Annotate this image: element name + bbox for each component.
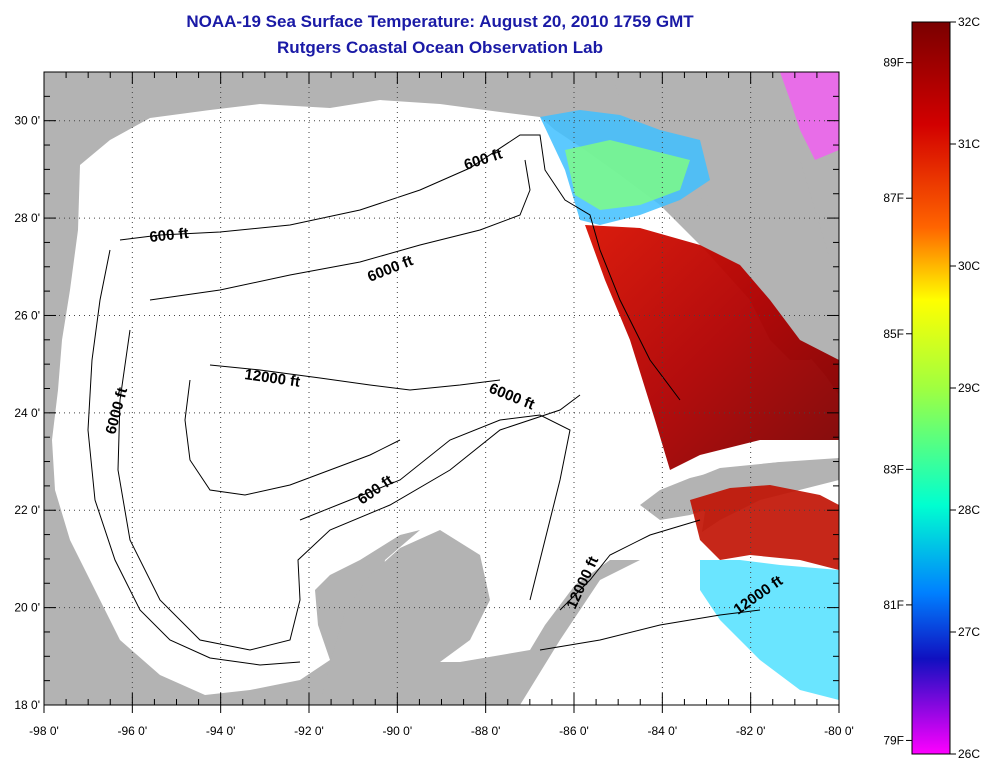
longitude-label: -92 0' — [294, 724, 324, 738]
fahrenheit-label: 83F — [883, 462, 904, 476]
longitude-label: -96 0' — [118, 724, 148, 738]
graticule — [44, 72, 839, 705]
celsius-label: 31C — [958, 137, 980, 151]
latitude-label: 22 0' — [14, 503, 40, 517]
celsius-label: 29C — [958, 381, 980, 395]
celsius-label: 27C — [958, 625, 980, 639]
sst-caribbean-cool — [700, 560, 839, 700]
celsius-label: 32C — [958, 15, 980, 29]
longitude-labels: -98 0' -96 0' -94 0' -92 0' -90 0' -88 0' -86 … — [29, 724, 854, 738]
latitude-label: 18 0' — [14, 698, 40, 712]
latitude-label: 24 0' — [14, 406, 40, 420]
colorbar-fahrenheit-labels: 89F 87F 85F 83F 81F 79F — [883, 56, 904, 748]
celsius-label: 26C — [958, 747, 980, 761]
bathymetry-contours — [87, 134, 761, 666]
map-subtitle: Rutgers Coastal Ocean Observation Lab — [277, 38, 603, 57]
latitude-label: 28 0' — [14, 211, 40, 225]
latitude-label: 30 0' — [14, 114, 40, 128]
contour-label: 600 ft — [149, 225, 190, 246]
celsius-label: 30C — [958, 259, 980, 273]
colorbar — [911, 21, 951, 755]
longitude-label: -90 0' — [383, 724, 413, 738]
longitude-label: -84 0' — [648, 724, 678, 738]
longitude-label: -98 0' — [29, 724, 59, 738]
map-title: NOAA-19 Sea Surface Temperature: August … — [186, 12, 694, 31]
longitude-label: -80 0' — [824, 724, 854, 738]
latitude-labels: 30 0' 28 0' 26 0' 24 0' 22 0' 20 0' 18 0' — [14, 114, 40, 712]
colorbar-ticks — [906, 21, 956, 755]
longitude-label: -94 0' — [206, 724, 236, 738]
sst-swath-green — [565, 140, 690, 210]
sst-swath-north — [585, 225, 839, 470]
fahrenheit-label: 85F — [883, 327, 904, 341]
celsius-label: 28C — [958, 503, 980, 517]
latitude-label: 26 0' — [14, 308, 40, 322]
longitude-label: -82 0' — [736, 724, 766, 738]
latitude-label: 20 0' — [14, 601, 40, 615]
fahrenheit-label: 79F — [883, 733, 904, 747]
fahrenheit-label: 89F — [883, 56, 904, 70]
sst-east-coast — [780, 72, 839, 160]
frame-ticks — [43, 71, 840, 713]
yucatan-land — [320, 530, 490, 705]
sst-caribbean — [690, 485, 839, 570]
fahrenheit-label: 87F — [883, 191, 904, 205]
fahrenheit-label: 81F — [883, 598, 904, 612]
longitude-label: -88 0' — [471, 724, 501, 738]
colorbar-celsius-labels: 32C 31C 30C 29C 28C 27C 26C — [958, 15, 980, 761]
longitude-label: -86 0' — [559, 724, 589, 738]
